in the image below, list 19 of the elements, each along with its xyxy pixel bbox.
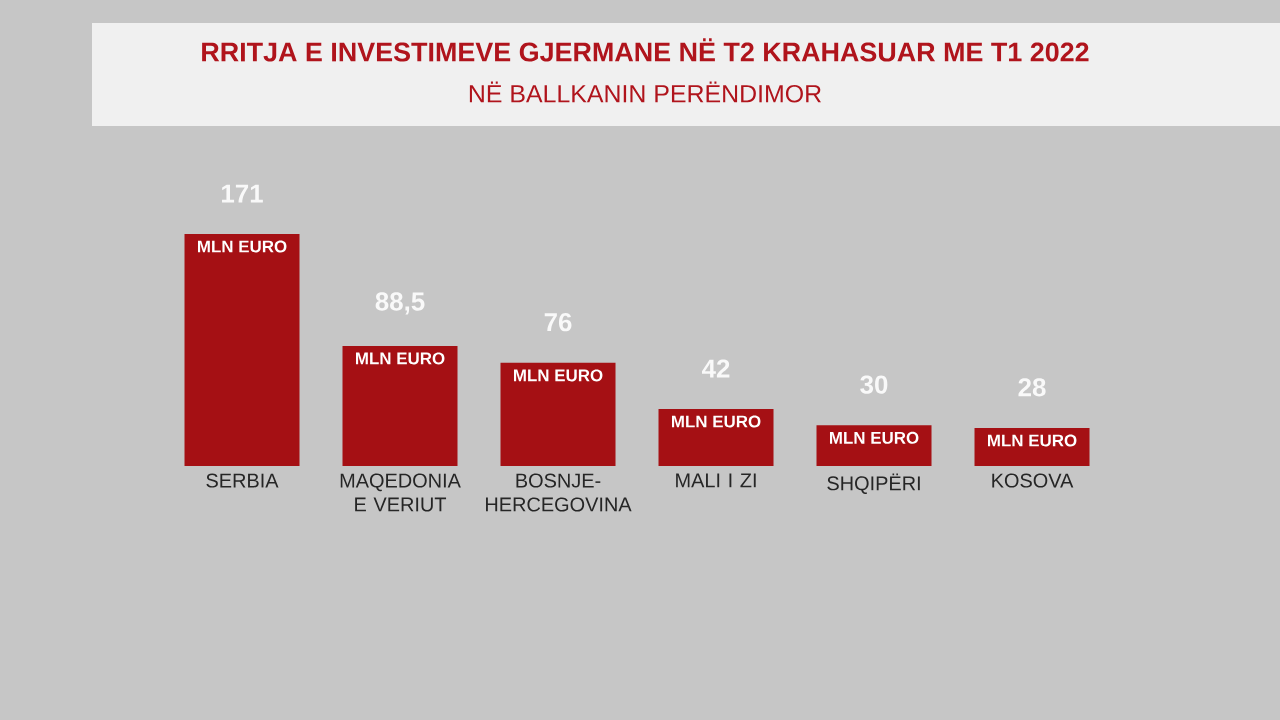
bar — [658, 409, 774, 466]
chart-subtitle: NË BALLKANIN PERËNDIMOR — [469, 81, 821, 103]
bar — [500, 362, 616, 466]
x-tick-label: KOSOVA — [992, 473, 1074, 488]
x-tick-label: MAQEDONIA E VERIUT — [340, 473, 461, 512]
x-tick-label: BOSNJE-HERCEGOVINA — [486, 473, 632, 512]
x-tick-label: SERBIA — [206, 473, 279, 488]
annotation: MLN EURO — [987, 434, 1077, 447]
bar — [342, 345, 458, 466]
annotation: MLN EURO — [829, 431, 919, 444]
annotation: MLN EURO — [197, 240, 287, 253]
annotation: MLN EURO — [671, 415, 761, 428]
bar — [184, 233, 300, 466]
annotation: MLN EURO — [513, 369, 603, 382]
x-tick-label: SHQIPËRI — [827, 473, 920, 494]
x-tick-label: MALI I ZI — [676, 473, 756, 488]
bar — [816, 425, 932, 466]
annotation: MLN EURO — [355, 352, 445, 365]
chart-title: RRITJA E INVESTIMEVE GJERMANE NË T2 KRAHASUAR ME T1 2022 — [202, 38, 1089, 62]
